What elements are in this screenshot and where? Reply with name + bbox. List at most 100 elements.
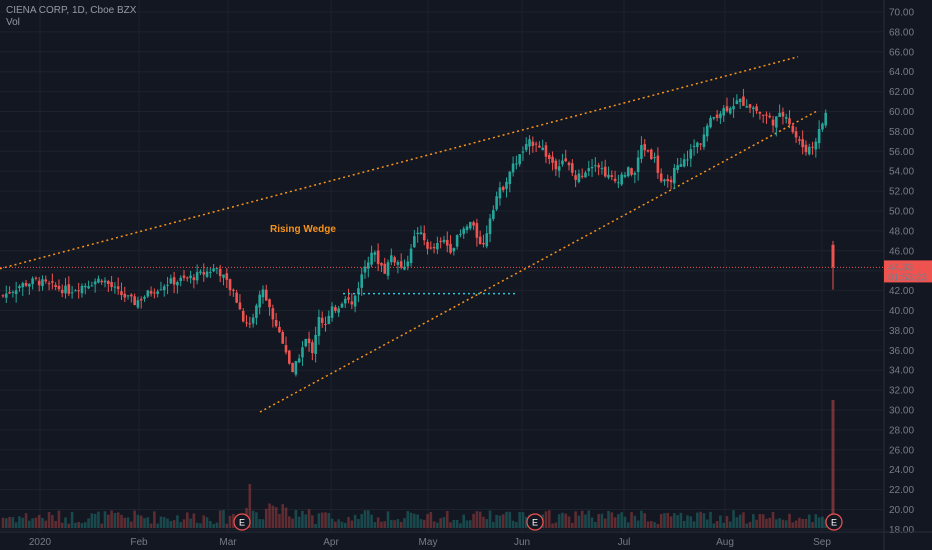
candle-body [159, 289, 163, 291]
volume-bar [607, 510, 610, 528]
price-tick-label: 22.00 [889, 485, 914, 496]
candle-body [245, 322, 248, 324]
candle-body [222, 274, 225, 278]
candle-body [130, 294, 133, 297]
candle [432, 243, 436, 254]
volume-bar [722, 522, 725, 528]
candle [610, 170, 614, 181]
candle-body [554, 160, 558, 170]
candles[interactable] [1, 88, 835, 377]
volume-bar [107, 514, 110, 528]
volume-bar [788, 513, 791, 528]
time-tick-label: Feb [130, 537, 148, 548]
candle-body [436, 242, 439, 250]
candle-body [54, 285, 57, 287]
candle [735, 94, 739, 105]
time-axis[interactable]: 2020 Feb Mar Apr May Jun Jul Aug Sep [0, 531, 932, 548]
volume-bar [363, 510, 367, 528]
candle-body [327, 315, 331, 324]
candle-body [541, 147, 544, 151]
volume-indicator-label[interactable]: Vol [6, 17, 20, 28]
candle-body [765, 114, 768, 116]
volume-bar [301, 510, 304, 528]
volume-bar [149, 523, 153, 528]
volume-bar [784, 520, 788, 528]
volume-bar [465, 520, 469, 528]
volume-bar [758, 514, 762, 528]
candle-body [366, 262, 370, 269]
candle-body [107, 280, 110, 284]
candle-body [784, 117, 788, 119]
candle [126, 294, 130, 300]
volume-bar [47, 511, 51, 528]
candle-body [182, 275, 186, 278]
candle-body [597, 165, 600, 168]
candle-body [139, 299, 143, 301]
rising-wedge [0, 56, 819, 413]
candle [83, 283, 87, 295]
price-axis[interactable]: 70.00 68.00 66.00 64.00 62.00 60.00 58.00 56.00… [883, 0, 932, 550]
candle-body [162, 286, 166, 291]
candle [103, 277, 107, 288]
time-tick-label: Jul [618, 537, 631, 548]
volume-bar [189, 518, 192, 528]
candle [518, 154, 521, 167]
candle-body [728, 108, 732, 114]
candle [449, 235, 452, 255]
candle [172, 271, 176, 294]
symbol-title[interactable]: CIENA CORP, 1D, Cboe BZX [6, 5, 137, 16]
candle-body [574, 175, 577, 180]
volume-bar [798, 517, 801, 528]
candle-body [452, 247, 456, 252]
candle-body [172, 277, 176, 285]
volume-bar [580, 510, 584, 528]
volume-bar [380, 521, 383, 528]
candle [34, 276, 38, 281]
candle [80, 283, 84, 298]
candle-body [528, 139, 531, 147]
candle [669, 176, 673, 190]
candle [393, 255, 396, 266]
candle-body [761, 114, 765, 116]
candle-body [419, 232, 423, 235]
candle [804, 140, 808, 156]
candle-body [564, 158, 568, 162]
candle [455, 234, 459, 250]
candle [376, 243, 380, 272]
earnings-marker[interactable]: E [526, 513, 544, 531]
candle [574, 169, 577, 188]
candle-body [633, 172, 637, 175]
candle [501, 185, 505, 193]
volume-bar [807, 514, 811, 528]
earnings-marker[interactable]: E [825, 513, 843, 531]
volume-bar [399, 521, 403, 528]
candle [340, 302, 344, 309]
earnings-marker[interactable]: E [233, 513, 251, 531]
volume-bar [409, 512, 413, 528]
candle-body [732, 106, 735, 110]
candle-body [330, 306, 334, 318]
candle-body [771, 119, 775, 126]
time-tick-label: Jun [514, 537, 530, 548]
candle [791, 122, 795, 134]
candle-body [794, 131, 798, 138]
candle-body [212, 268, 215, 272]
volume-bar [554, 522, 558, 528]
volume-bar [663, 513, 666, 528]
candle [51, 273, 54, 290]
candle [617, 174, 620, 189]
candle-body [264, 289, 268, 301]
candle-body [93, 281, 97, 285]
candle [541, 139, 544, 151]
price-tick-label: 34.00 [889, 366, 914, 377]
candle [603, 159, 607, 178]
candle [620, 171, 623, 187]
candle-body [284, 345, 288, 353]
candle-body [4, 293, 8, 298]
volume-bar [801, 518, 804, 528]
candle [353, 294, 357, 313]
candle [215, 267, 219, 275]
candle [396, 259, 400, 274]
